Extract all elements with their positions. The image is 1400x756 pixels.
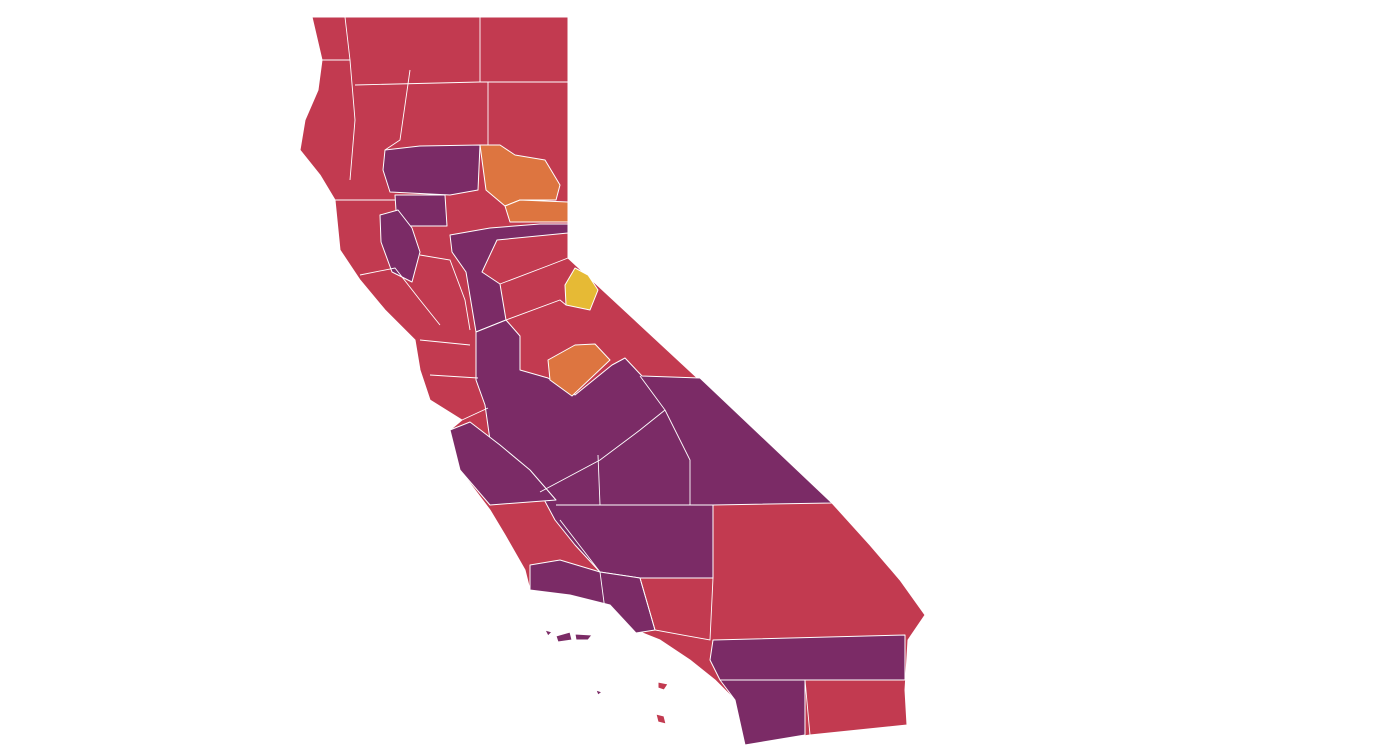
- county: [547, 343, 611, 397]
- county-border: [461, 407, 489, 421]
- county-border: [359, 267, 441, 326]
- county-border: [539, 375, 666, 493]
- island: [574, 633, 593, 641]
- county: [504, 199, 569, 223]
- county-border: [349, 59, 356, 181]
- county-borders: [322, 16, 811, 736]
- county: [479, 144, 561, 207]
- county: [379, 209, 421, 283]
- county-border: [429, 374, 479, 379]
- island: [655, 713, 667, 725]
- county: [449, 223, 569, 333]
- county: [709, 634, 906, 681]
- county: [529, 559, 656, 634]
- county-border: [419, 339, 471, 346]
- island: [657, 681, 669, 691]
- county-border: [559, 519, 601, 573]
- county-border: [354, 81, 481, 86]
- island: [595, 689, 603, 696]
- county-border: [499, 257, 569, 285]
- county: [719, 679, 806, 746]
- county-border: [419, 254, 471, 331]
- county-border: [599, 571, 606, 611]
- county: [382, 144, 481, 196]
- county: [449, 421, 557, 506]
- island: [544, 629, 553, 637]
- county-border: [639, 577, 714, 641]
- county-border: [804, 679, 811, 736]
- county-border: [505, 299, 567, 321]
- county-border: [384, 69, 411, 151]
- island: [555, 631, 573, 643]
